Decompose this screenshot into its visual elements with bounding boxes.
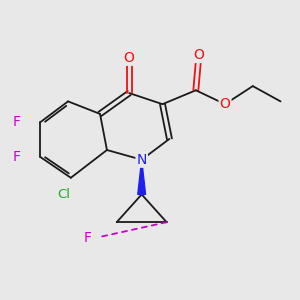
Text: O: O	[193, 48, 204, 62]
Text: F: F	[83, 230, 92, 244]
Text: O: O	[124, 51, 135, 65]
Text: Cl: Cl	[57, 188, 70, 201]
Polygon shape	[138, 160, 146, 194]
Text: F: F	[13, 150, 21, 164]
Text: N: N	[136, 153, 147, 167]
Text: O: O	[220, 97, 230, 111]
Text: F: F	[13, 115, 21, 129]
